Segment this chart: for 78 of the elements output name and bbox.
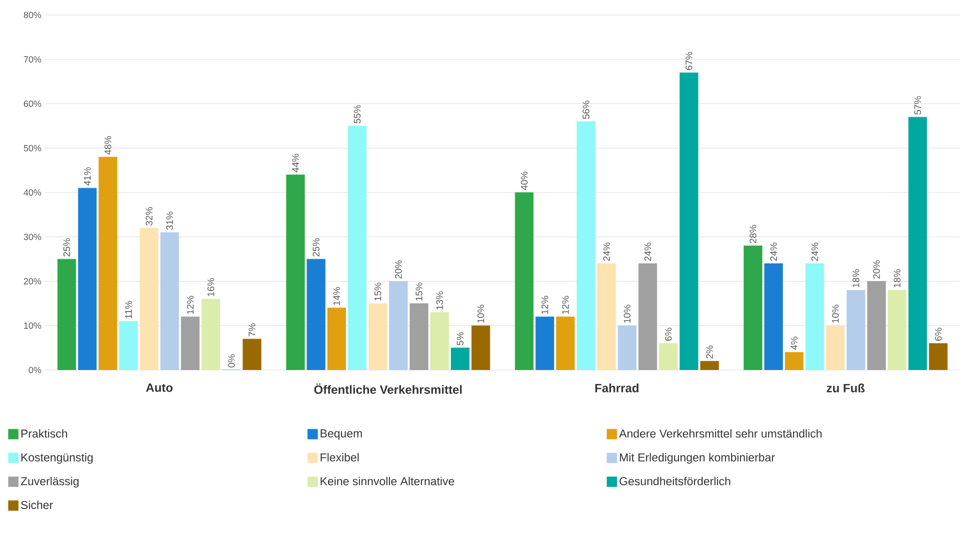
data-label: 48% xyxy=(104,136,112,155)
data-label: 20% xyxy=(873,260,880,279)
data-label: 24% xyxy=(644,242,652,261)
bar xyxy=(57,258,76,370)
data-label: 31% xyxy=(166,212,174,230)
data-label: 10% xyxy=(477,304,484,323)
data-label: 57% xyxy=(914,96,922,114)
bar xyxy=(744,246,762,370)
data-label: 14% xyxy=(333,287,340,305)
data-label: 12% xyxy=(562,296,569,314)
y-tick-label: 10% xyxy=(24,322,42,329)
legend-label: Zuverlässig xyxy=(20,476,79,488)
y-tick-label: 40% xyxy=(24,189,42,196)
bar xyxy=(160,232,179,370)
legend-label: Sicher xyxy=(21,500,53,510)
data-label: 6% xyxy=(664,328,672,341)
data-label: 0% xyxy=(228,354,235,368)
data-label: 25% xyxy=(312,238,320,256)
y-tick-label: 30% xyxy=(24,234,42,240)
bar xyxy=(846,290,866,370)
data-label: 15% xyxy=(416,282,422,301)
y-tick-label: 80% xyxy=(24,12,42,18)
bar xyxy=(700,360,719,370)
legend-label: Flexibel xyxy=(320,453,359,462)
bar xyxy=(618,325,636,370)
data-label: 5% xyxy=(456,332,464,346)
data-label: 55% xyxy=(354,105,361,124)
bar xyxy=(242,338,262,370)
data-label: 13% xyxy=(436,291,443,310)
data-label: 18% xyxy=(852,269,860,288)
y-tick-label: 20% xyxy=(24,278,42,284)
legend-label: Praktisch xyxy=(21,429,68,438)
bar xyxy=(928,343,948,370)
legend-label: Kostengünstig xyxy=(21,453,93,464)
y-tick-label: 0% xyxy=(28,366,42,374)
data-label: 11% xyxy=(125,301,132,318)
data-label: 2% xyxy=(706,346,713,358)
bar xyxy=(389,281,408,370)
legend-label: Andere Verkehrsmittel sehr umständlich xyxy=(619,429,822,438)
data-label: 6% xyxy=(934,328,942,341)
bar xyxy=(908,116,927,370)
legend-label: Bequem xyxy=(320,429,362,440)
bar xyxy=(680,72,698,370)
data-label: 28% xyxy=(750,224,756,244)
bar xyxy=(471,325,490,370)
data-label: 32% xyxy=(146,207,152,226)
x-tick-label: zu Fuß xyxy=(826,384,865,392)
legend-label: Gesundheitsförderlich xyxy=(620,476,730,486)
data-label: 25% xyxy=(63,238,70,256)
x-tick-label: Öffentliche Verkehrsmittel xyxy=(314,384,462,394)
data-label: 15% xyxy=(374,282,382,301)
legend-label: Keine sinnvolle Alternative xyxy=(320,476,454,486)
bar xyxy=(514,192,534,370)
legend-label: Mit Erledigungen kombinierbar xyxy=(620,453,775,464)
data-label: 18% xyxy=(894,269,900,288)
data-label: 44% xyxy=(292,154,299,172)
data-label: 20% xyxy=(395,260,402,279)
x-tick-label: Fahrrad xyxy=(595,384,638,392)
data-label: 16% xyxy=(207,278,214,296)
bar xyxy=(450,348,470,370)
data-label: 24% xyxy=(603,242,610,261)
bar xyxy=(286,174,305,370)
data-label: 56% xyxy=(582,100,590,119)
y-tick-label: 70% xyxy=(24,56,42,63)
data-label: 24% xyxy=(811,242,818,261)
y-tick-label: 60% xyxy=(24,100,42,107)
data-label: 12% xyxy=(186,296,194,314)
x-tick-label: Auto xyxy=(146,384,173,392)
y-tick-label: 50% xyxy=(24,144,42,152)
data-label: 7% xyxy=(248,323,256,336)
data-label: 10% xyxy=(832,304,839,323)
data-label: 4% xyxy=(790,336,798,350)
data-label: 67% xyxy=(686,52,692,70)
data-label: 41% xyxy=(84,167,91,186)
data-label: 24% xyxy=(770,242,777,261)
data-label: 12% xyxy=(541,296,548,314)
data-label: 10% xyxy=(624,304,631,323)
data-label: 40% xyxy=(520,172,528,190)
